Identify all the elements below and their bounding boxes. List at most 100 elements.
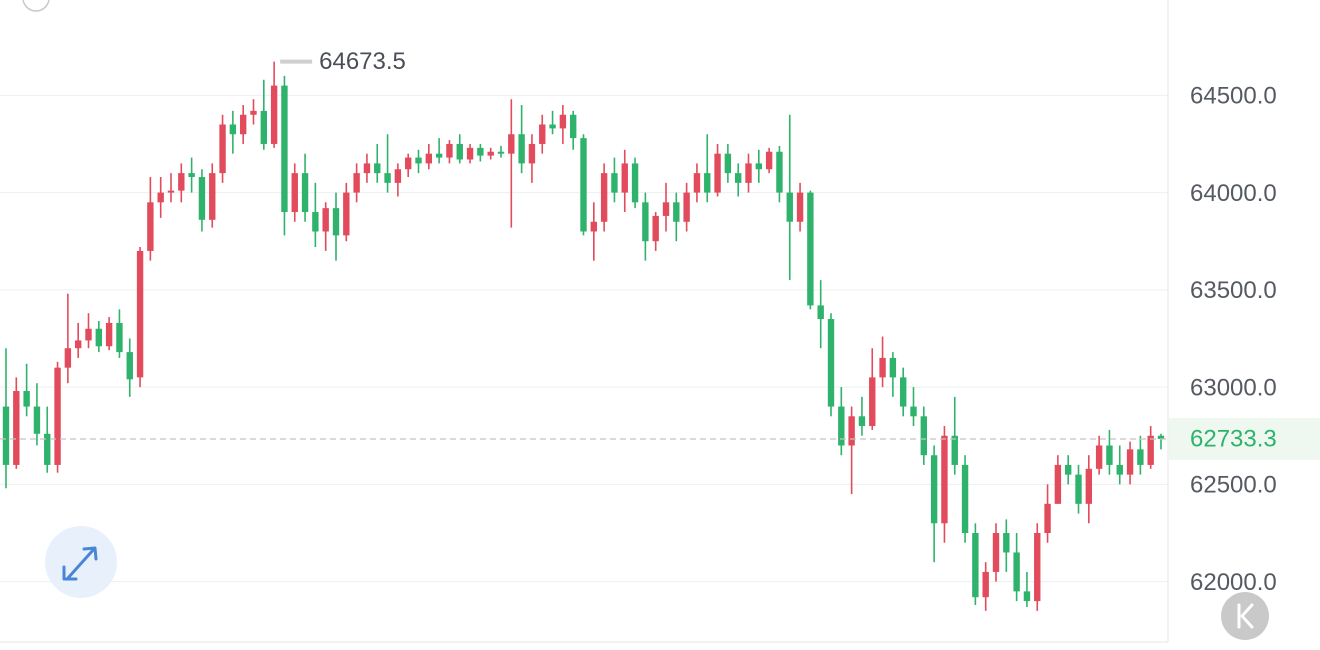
candle-body bbox=[126, 352, 133, 380]
candle-body bbox=[188, 173, 195, 178]
candle-body bbox=[239, 114, 247, 135]
candle-body bbox=[487, 151, 494, 156]
candle-body bbox=[1044, 503, 1051, 534]
candle-body bbox=[838, 406, 845, 446]
candle-body bbox=[1147, 435, 1154, 465]
candle-body bbox=[1023, 591, 1031, 602]
candle-body bbox=[291, 173, 298, 213]
candle-body bbox=[363, 163, 371, 174]
candle-body bbox=[920, 416, 928, 456]
candle-body bbox=[281, 85, 288, 213]
candle-body bbox=[374, 163, 381, 174]
candle-body bbox=[662, 202, 670, 216]
candle-body bbox=[879, 357, 886, 378]
candle-body bbox=[446, 143, 453, 158]
candle-body bbox=[869, 377, 876, 427]
candle-body bbox=[435, 153, 443, 158]
candle-body bbox=[590, 221, 598, 232]
candle-body bbox=[312, 212, 319, 232]
candle-body bbox=[580, 138, 587, 232]
candle-body bbox=[941, 435, 948, 524]
candle-body bbox=[209, 173, 216, 220]
candle-body bbox=[33, 406, 41, 434]
candle-body bbox=[631, 163, 639, 203]
candle-body bbox=[992, 533, 1000, 572]
candles bbox=[2, 61, 1165, 611]
candle-body bbox=[559, 114, 567, 129]
candle-body bbox=[147, 202, 154, 251]
candle-body bbox=[807, 192, 814, 306]
candle-body bbox=[899, 377, 907, 407]
candle-body bbox=[642, 202, 649, 242]
candle-body bbox=[1106, 445, 1113, 465]
candle-body bbox=[353, 173, 360, 193]
candle-body bbox=[961, 464, 969, 534]
candle-body bbox=[404, 157, 412, 170]
candle-body bbox=[343, 192, 350, 236]
candle-body bbox=[466, 147, 474, 160]
candle-body bbox=[889, 357, 897, 378]
candle-body bbox=[518, 134, 525, 164]
candle-body bbox=[1034, 533, 1041, 602]
candle-body bbox=[394, 169, 402, 183]
candle-body bbox=[332, 208, 340, 236]
candle-body bbox=[1126, 449, 1134, 475]
candle-body bbox=[477, 147, 484, 156]
candle-body bbox=[64, 348, 72, 368]
candle-body bbox=[1003, 533, 1010, 553]
candle-body bbox=[74, 340, 82, 349]
candle-body bbox=[930, 455, 938, 524]
overlay: 64673.5 62733.3 bbox=[0, 48, 1320, 460]
expand-button[interactable] bbox=[45, 526, 117, 598]
candle-body bbox=[539, 124, 546, 144]
y-tick-label: 63500.0 bbox=[1190, 277, 1277, 304]
candle-body bbox=[796, 192, 804, 222]
candle-body bbox=[569, 114, 577, 139]
y-tick-label: 64500.0 bbox=[1190, 83, 1277, 110]
candle-body bbox=[1075, 474, 1082, 504]
candle-body bbox=[1085, 468, 1093, 504]
candle-body bbox=[23, 391, 30, 407]
candle-body bbox=[683, 192, 690, 222]
y-tick-label: 62000.0 bbox=[1190, 569, 1277, 596]
candle-body bbox=[858, 416, 866, 427]
y-tick-label: 62500.0 bbox=[1190, 472, 1277, 499]
candle-body bbox=[1157, 435, 1165, 439]
candle-body bbox=[322, 208, 329, 232]
candle-body bbox=[1064, 464, 1072, 475]
candle-body bbox=[497, 151, 505, 154]
candle-body bbox=[776, 151, 783, 193]
candle-body bbox=[219, 124, 226, 174]
y-tick-label: 63000.0 bbox=[1190, 374, 1277, 401]
candle-body bbox=[508, 134, 515, 154]
candle-body bbox=[765, 151, 773, 170]
latest-button[interactable] bbox=[1221, 592, 1269, 640]
candle-body bbox=[1137, 449, 1144, 465]
candle-body bbox=[972, 533, 979, 598]
candle-body bbox=[415, 157, 422, 164]
candle-body bbox=[621, 163, 628, 193]
max-price-label: 64673.5 bbox=[319, 48, 406, 75]
candle-body bbox=[1095, 445, 1103, 469]
candle-body bbox=[827, 319, 835, 407]
candle-body bbox=[260, 110, 268, 144]
candle-body bbox=[105, 322, 113, 347]
candle-body bbox=[982, 571, 989, 598]
candle-body bbox=[136, 250, 144, 378]
menu-icon[interactable] bbox=[22, 0, 50, 12]
candle-body bbox=[755, 163, 763, 170]
candle-body bbox=[652, 215, 659, 242]
candle-body bbox=[1054, 464, 1062, 504]
candle-body bbox=[704, 173, 711, 193]
candle-body bbox=[44, 433, 51, 465]
candle-body bbox=[848, 416, 855, 446]
candle-body bbox=[1013, 552, 1020, 592]
candle-body bbox=[951, 435, 958, 465]
candle-body bbox=[456, 143, 463, 160]
candle-body bbox=[724, 153, 732, 174]
candle-body bbox=[714, 153, 721, 193]
candle-body bbox=[425, 153, 433, 164]
candle-body bbox=[611, 173, 618, 193]
